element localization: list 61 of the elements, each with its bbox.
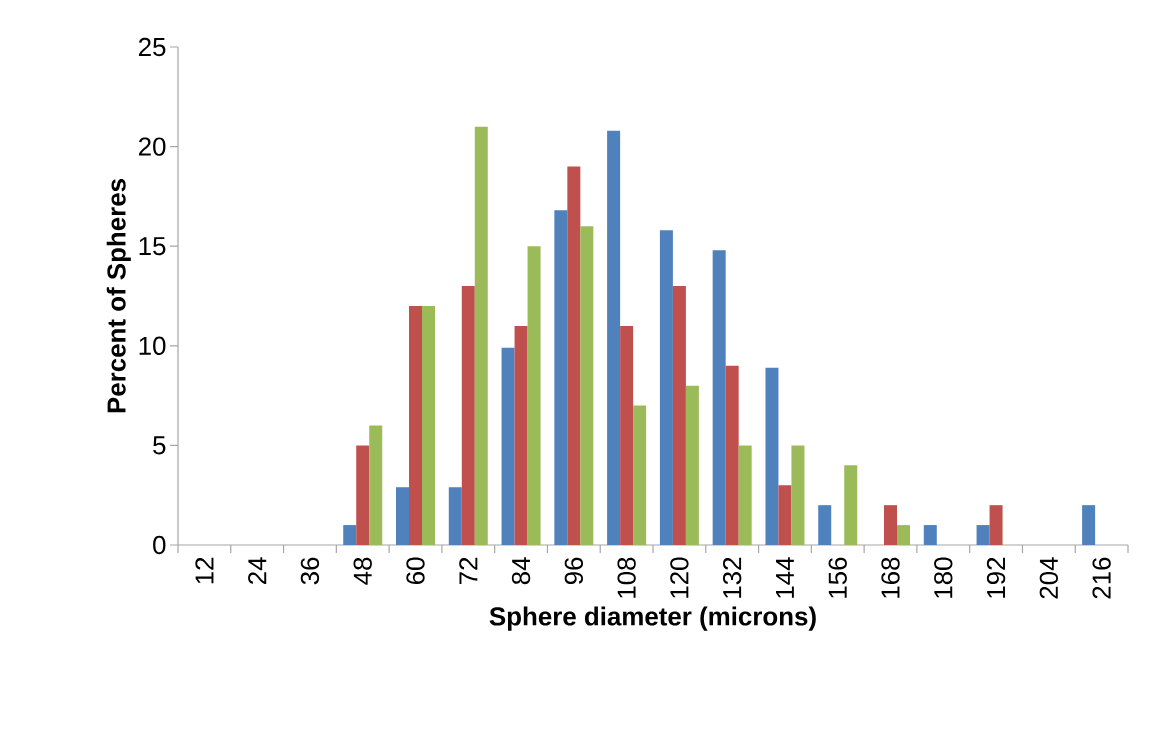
x-tick-label: 168	[881, 557, 900, 598]
x-tick-label: 84	[511, 557, 531, 585]
bar	[607, 130, 621, 545]
bar	[844, 465, 858, 545]
x-axis-title: Sphere diameter (microns)	[489, 606, 816, 631]
x-tick-label: 192	[986, 557, 1006, 598]
x-tick-label: 96	[564, 557, 584, 585]
x-tick-label: 72	[459, 557, 478, 584]
x-tick-label: 144	[776, 557, 794, 598]
bar	[989, 505, 1003, 545]
y-tick-label: 20	[138, 137, 166, 156]
bar	[461, 286, 475, 545]
bar	[976, 525, 990, 545]
bar	[725, 365, 739, 545]
x-tick-label: 204	[1039, 557, 1059, 599]
x-tick-label: 132	[723, 557, 742, 598]
bar	[369, 425, 383, 545]
y-tick-label: 10	[139, 336, 166, 355]
x-tick-label: 24	[248, 557, 267, 585]
bar	[712, 250, 726, 545]
bar	[685, 385, 699, 545]
y-tick-label: 25	[138, 37, 166, 57]
x-tick-label: 60	[406, 557, 425, 585]
bar	[501, 347, 515, 545]
bar	[356, 445, 370, 545]
bar	[738, 445, 752, 545]
bar	[897, 525, 911, 545]
bar	[422, 305, 435, 545]
bar	[1082, 505, 1096, 545]
bar	[580, 226, 594, 545]
x-tick-label: 216	[1092, 557, 1111, 599]
bar	[409, 305, 422, 545]
bar	[884, 505, 898, 545]
bar	[633, 405, 647, 545]
y-tick-label: 15	[139, 237, 166, 256]
bar	[818, 505, 832, 545]
x-tick-label: 180	[934, 557, 953, 598]
bar	[514, 325, 528, 545]
bar	[778, 485, 792, 545]
x-tick-label: 36	[300, 557, 320, 585]
bar	[765, 367, 779, 545]
bar	[448, 487, 462, 545]
x-tick-label: 156	[828, 557, 847, 598]
x-tick-label: 108	[617, 557, 636, 598]
bar	[791, 445, 805, 545]
bar	[659, 230, 673, 545]
bar	[672, 286, 686, 545]
x-tick-label: 12	[195, 557, 214, 584]
bar	[554, 210, 568, 545]
y-tick-label: 5	[153, 436, 166, 455]
x-tick-label: 120	[670, 557, 689, 598]
bar	[620, 325, 634, 545]
y-tick-label: 0	[153, 535, 166, 555]
bar	[567, 166, 581, 545]
bar	[527, 246, 541, 545]
x-tick-label: 48	[353, 557, 372, 585]
y-axis-title: Percent of Spheres	[106, 179, 131, 413]
bar	[343, 525, 357, 545]
bar	[474, 126, 488, 545]
bar	[396, 487, 409, 545]
bar	[923, 525, 937, 545]
